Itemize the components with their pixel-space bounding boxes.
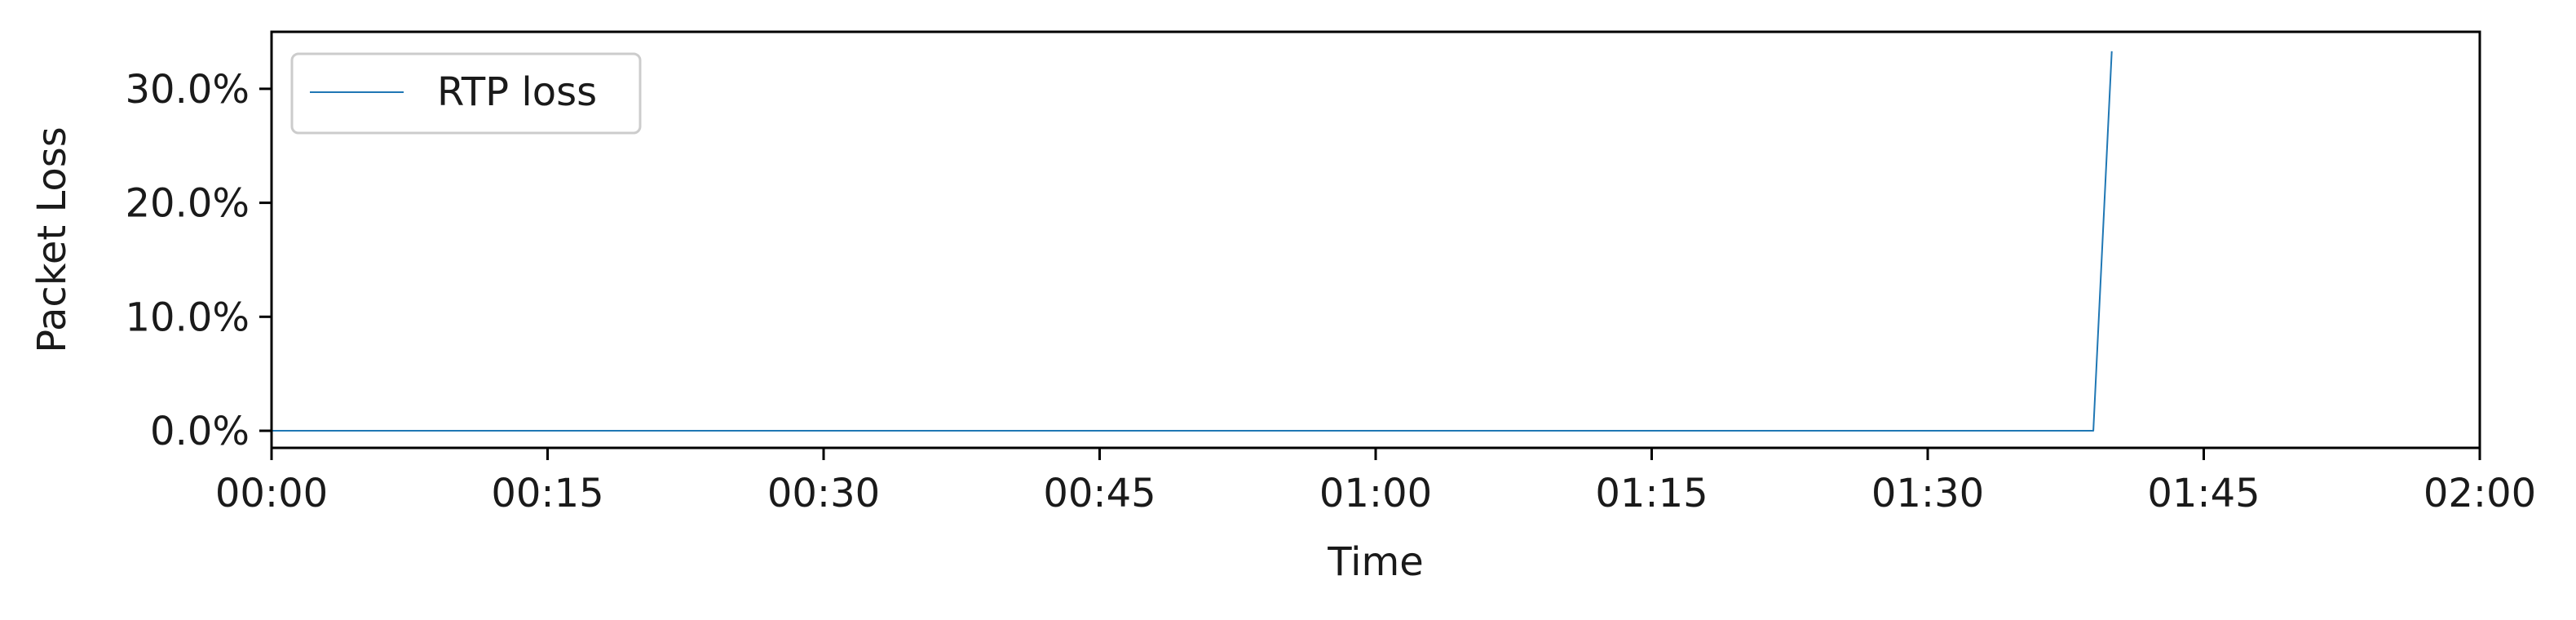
x-tick-label: 02:00 bbox=[2424, 471, 2536, 516]
y-axis-ticks: 0.0% 10.0% 20.0% 30.0% bbox=[126, 67, 272, 454]
y-tick-label: 20.0% bbox=[126, 181, 250, 227]
x-tick-label: 01:00 bbox=[1319, 471, 1432, 516]
y-tick-label: 0.0% bbox=[150, 409, 250, 454]
x-axis-label: Time bbox=[1327, 539, 1423, 585]
x-tick-label: 00:00 bbox=[215, 471, 328, 516]
legend-box bbox=[290, 52, 642, 135]
x-tick-label: 00:45 bbox=[1043, 471, 1155, 516]
x-axis-ticks: 00:00 00:15 00:30 00:45 01:00 01:15 01:30 01:45… bbox=[215, 448, 2536, 516]
y-tick-label: 10.0% bbox=[126, 294, 250, 340]
series-line-rtp-loss bbox=[272, 51, 2113, 432]
legend-label-rtp-loss: RTP loss bbox=[437, 69, 597, 115]
x-tick-label: 01:15 bbox=[1595, 471, 1708, 516]
y-tick-label: 30.0% bbox=[126, 67, 250, 113]
y-axis-label: Packet Loss bbox=[29, 126, 75, 353]
x-tick-label: 01:30 bbox=[1871, 471, 1984, 516]
x-tick-label: 00:15 bbox=[491, 471, 603, 516]
x-tick-label: 01:45 bbox=[2147, 471, 2260, 516]
x-tick-label: 00:30 bbox=[767, 471, 880, 516]
legend: RTP loss bbox=[290, 52, 642, 135]
data-layer bbox=[272, 51, 2113, 432]
